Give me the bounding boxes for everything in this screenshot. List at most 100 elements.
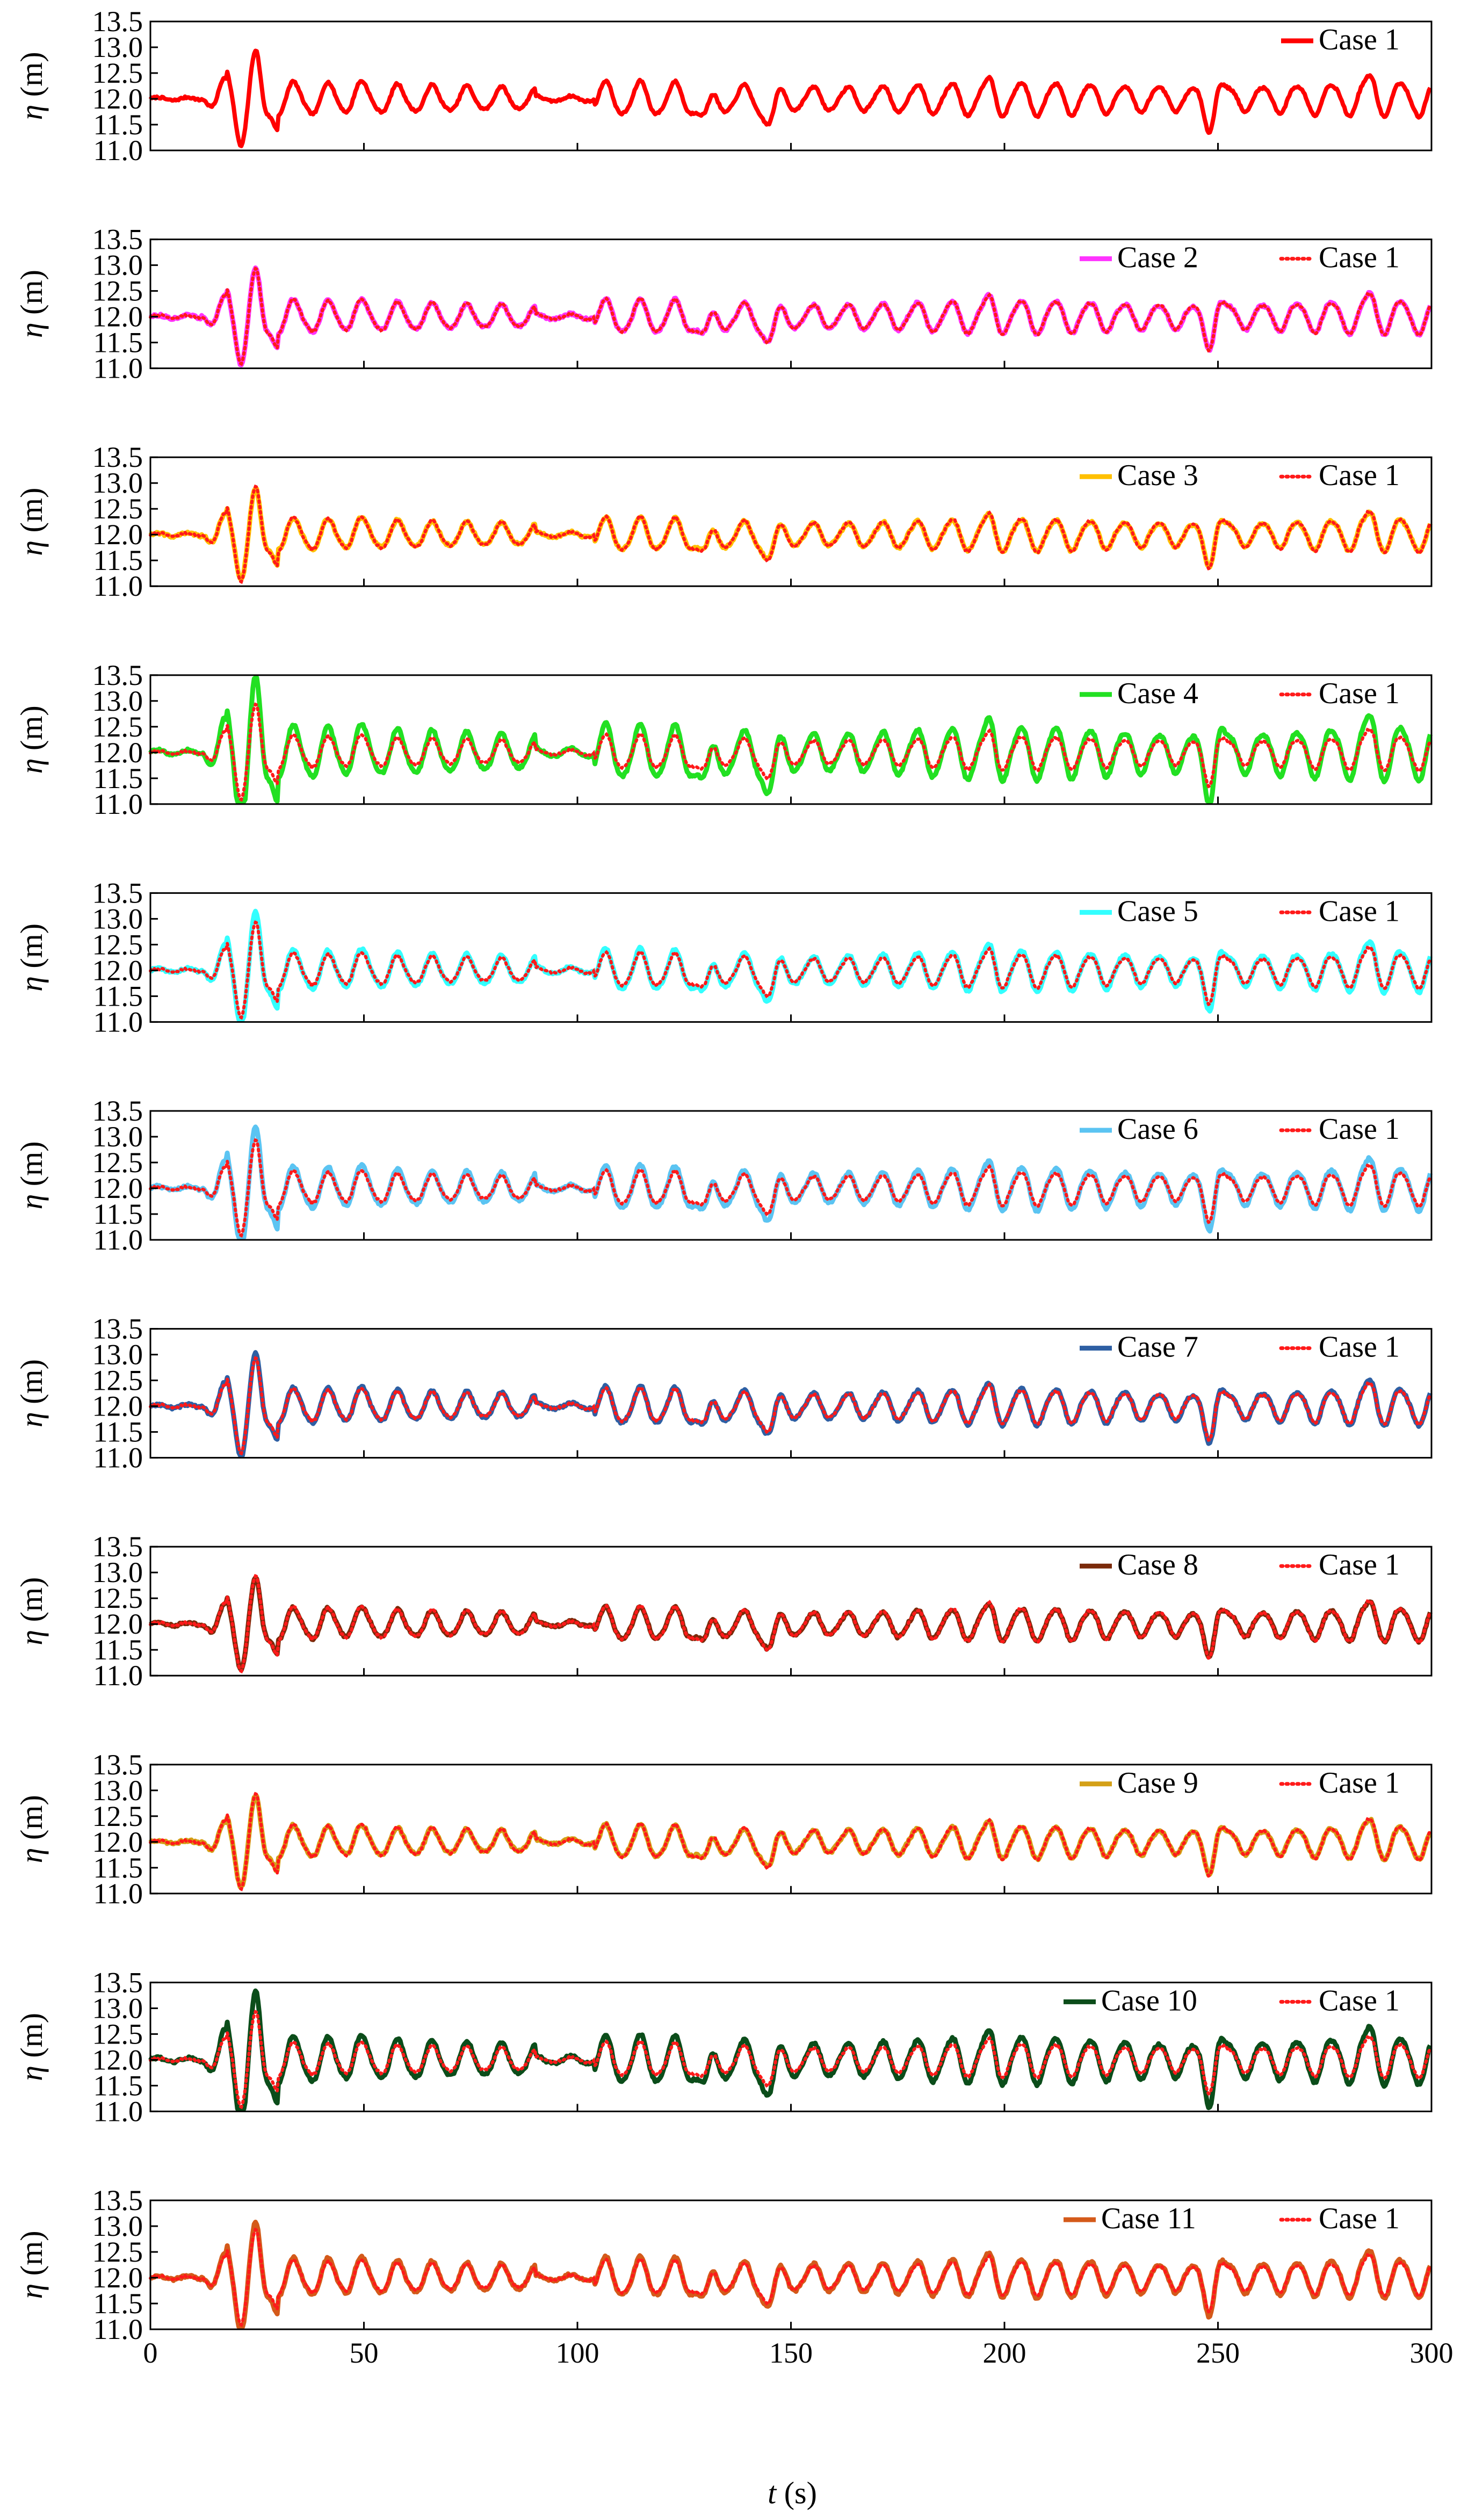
panel-frame	[149, 674, 1433, 805]
y-tick-label: 12.5	[92, 711, 143, 743]
y-tick-label: 13.5	[92, 1530, 143, 1563]
reference-line-case-1	[149, 1138, 1432, 1238]
y-tick-label: 12.5	[92, 57, 143, 89]
legend: Case 3 Case 1	[1080, 459, 1400, 492]
y-axis-title: η (m)	[14, 270, 49, 338]
legend: Case 5 Case 1	[1080, 894, 1400, 928]
y-tick-label: 12.5	[92, 1146, 143, 1179]
legend-label-case-6: Case 6	[1117, 1113, 1198, 1146]
x-axis-title: t (s)	[768, 2475, 817, 2510]
x-axis-labels: 0 50 100 150 200 250 300	[143, 2337, 1453, 2369]
panel-6: 11.011.512.012.513.013.5η (m)Case 6 Case …	[14, 1095, 1433, 1256]
y-tick-label: 13.5	[92, 5, 143, 38]
y-tick-label: 13.0	[92, 249, 143, 281]
x-tick-label: 150	[769, 2337, 813, 2369]
series-line-case-11	[149, 2220, 1433, 2329]
y-tick-label: 11.0	[93, 1224, 143, 1256]
y-tick-label: 11.5	[93, 980, 143, 1012]
y-tick-label: 13.5	[92, 441, 143, 473]
y-tick-label: 12.5	[92, 928, 143, 961]
legend-label-reference: Case 1	[1319, 1113, 1400, 1146]
panel-frame	[149, 239, 1433, 370]
legend: Case 4 Case 1	[1080, 677, 1400, 710]
y-axis-unit: (m)	[14, 705, 49, 758]
y-tick-label: 11.5	[93, 762, 143, 795]
y-tick-label: 12.0	[92, 1826, 143, 1858]
series-line-case-9	[148, 1794, 1433, 1889]
y-axis-title: η (m)	[14, 1577, 49, 1645]
y-tick-label: 13.0	[92, 1339, 143, 1371]
y-tick-label: 13.5	[92, 223, 143, 256]
y-tick-label: 12.0	[92, 518, 143, 551]
legend-label-case-9: Case 9	[1117, 1766, 1198, 1800]
y-axis-unit: (m)	[14, 2230, 49, 2283]
y-axis-unit: (m)	[14, 1577, 49, 1630]
panel-frame	[149, 456, 1433, 587]
y-tick-label: 12.5	[92, 1364, 143, 1397]
panel-2: 11.011.512.012.513.013.5η (m)Case 2 Case …	[14, 223, 1433, 385]
y-tick-label: 11.0	[93, 2313, 143, 2345]
y-tick-label: 13.5	[92, 1313, 143, 1345]
y-axis-var: η	[14, 540, 49, 556]
reference-line-case-1	[149, 920, 1432, 1020]
panel-1: 11.011.512.012.513.013.5 η (m) Case 1	[14, 5, 1433, 167]
y-tick-label: 11.0	[93, 352, 143, 385]
x-tick-label: 300	[1410, 2337, 1453, 2369]
panel-4: 11.011.512.012.513.013.5η (m)Case 4 Case …	[14, 659, 1433, 820]
y-tick-label: 11.0	[93, 134, 143, 167]
y-tick-label: 11.0	[93, 2095, 143, 2127]
y-tick-label: 13.0	[92, 2210, 143, 2242]
legend-label-reference: Case 1	[1319, 894, 1400, 928]
reference-line-case-1	[149, 1792, 1432, 1891]
panel-frame	[149, 20, 1433, 151]
series-line-case-1	[148, 48, 1433, 148]
legend-label-case-1: Case 1	[1319, 23, 1400, 56]
y-axis-unit: (m)	[14, 1359, 49, 1412]
y-tick-label: 13.0	[92, 1992, 143, 2024]
y-tick-label: 12.5	[92, 2236, 143, 2268]
legend-label-case-2: Case 2	[1117, 241, 1198, 275]
reference-line-case-1	[149, 2010, 1432, 2110]
y-tick-label: 11.5	[93, 327, 143, 359]
y-axis-var: η	[14, 1412, 49, 1427]
y-tick-label: 11.5	[93, 1416, 143, 1448]
legend-label-reference: Case 1	[1319, 1331, 1400, 1364]
y-axis-title: η (m)	[14, 1795, 49, 1863]
y-tick-label: 11.5	[93, 1634, 143, 1666]
y-tick-label: 11.0	[93, 1659, 143, 1692]
series-line-case-7	[149, 1350, 1433, 1458]
y-tick-label: 11.5	[93, 109, 143, 141]
legend: Case 7 Case 1	[1080, 1331, 1400, 1364]
y-tick-label: 13.5	[92, 2184, 143, 2216]
legend-label-reference: Case 1	[1319, 1984, 1400, 2017]
y-axis-title: η (m)	[14, 1359, 49, 1427]
reference-line-case-1	[149, 702, 1432, 802]
panel-frame	[149, 1328, 1433, 1459]
y-tick-label: 13.0	[92, 1774, 143, 1807]
y-tick-label: 13.5	[92, 659, 143, 691]
y-tick-label: 12.0	[92, 2044, 143, 2076]
legend-label-reference: Case 1	[1319, 241, 1400, 275]
panel-frame	[149, 2199, 1433, 2330]
series-line-case-3	[148, 486, 1433, 582]
y-tick-label: 12.0	[92, 736, 143, 769]
y-axis-var: η	[14, 1848, 49, 1864]
y-tick-label: 12.0	[92, 1172, 143, 1204]
panel-9: 11.011.512.012.513.013.5η (m)Case 9 Case …	[14, 1749, 1433, 1910]
y-tick-label: 11.5	[93, 2069, 143, 2102]
y-tick-label: 13.5	[92, 877, 143, 909]
panel-frame	[149, 1764, 1433, 1895]
y-tick-label: 11.0	[93, 1442, 143, 1474]
reference-line-case-1	[149, 1573, 1432, 1674]
panel-3: 11.011.512.012.513.013.5η (m)Case 3 Case …	[14, 441, 1433, 602]
legend-label-case-11: Case 11	[1101, 2202, 1196, 2235]
x-axis-unit: (s)	[776, 2475, 817, 2510]
y-tick-label: 11.5	[93, 1198, 143, 1230]
y-axis-var: η	[14, 322, 49, 338]
y-axis-var: η	[14, 976, 49, 992]
y-tick-label: 12.0	[92, 301, 143, 333]
legend-label-case-8: Case 8	[1117, 1548, 1198, 1582]
y-axis-var: η	[14, 1194, 49, 1210]
y-tick-label: 12.0	[92, 954, 143, 986]
y-axis-title: η (m)	[14, 2230, 49, 2299]
